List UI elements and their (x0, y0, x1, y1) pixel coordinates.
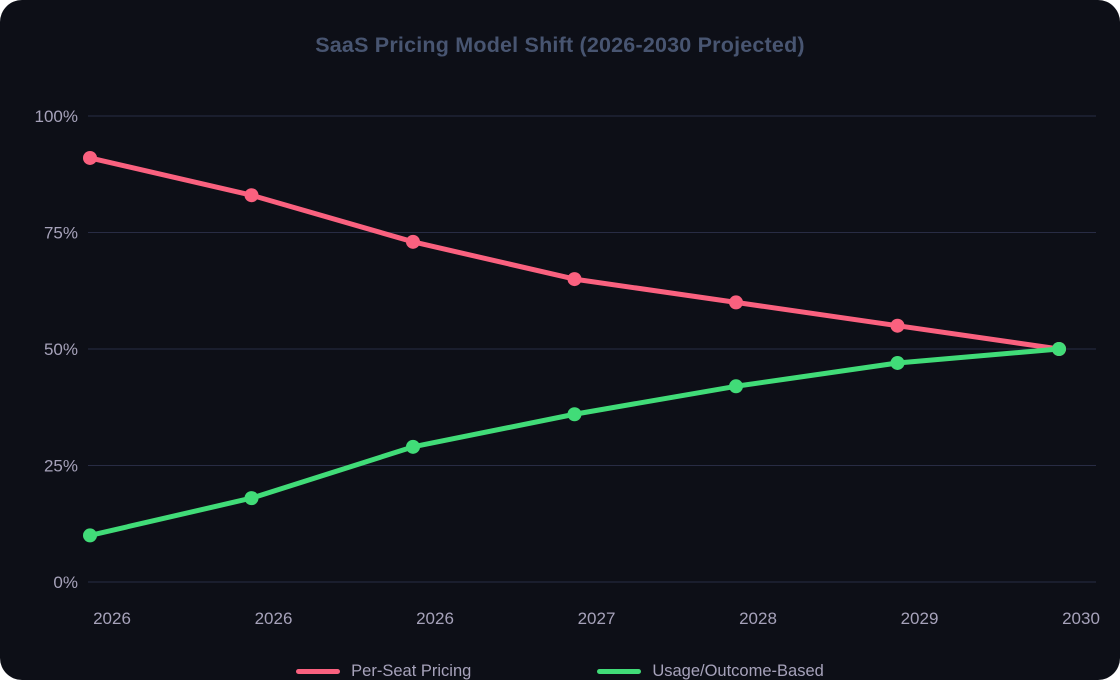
series-line (87, 346, 1062, 538)
data-point[interactable] (890, 355, 905, 370)
data-point[interactable] (890, 318, 905, 333)
data-point[interactable] (567, 272, 582, 287)
data-point[interactable] (83, 150, 97, 165)
legend-swatch-icon (296, 668, 341, 674)
x-axis-tick-label: 2027 (578, 609, 616, 628)
x-axis-tick-label: 2026 (93, 609, 131, 628)
y-axis-tick-label: 25% (44, 457, 78, 476)
y-axis-tick-label: 100% (35, 107, 78, 126)
x-axis-tick-label: 2026 (255, 609, 293, 628)
legend-swatch-icon (597, 668, 642, 674)
x-axis-tick-label: 2030 (1062, 609, 1100, 628)
data-point[interactable] (244, 188, 259, 203)
data-point[interactable] (406, 439, 420, 454)
data-point[interactable] (1052, 342, 1066, 356)
data-point[interactable] (729, 379, 743, 394)
data-point[interactable] (83, 528, 97, 543)
data-point[interactable] (567, 407, 582, 422)
legend-item[interactable]: Per-Seat Pricing (296, 652, 471, 680)
chart-title: SaaS Pricing Model Shift (2026-2030 Proj… (315, 33, 805, 57)
legend-item[interactable]: Usage/Outcome-Based (597, 652, 824, 680)
data-point[interactable] (244, 491, 259, 506)
x-axis-tick-label: 2026 (416, 609, 454, 628)
data-point[interactable] (729, 295, 743, 310)
legend-label: Usage/Outcome-Based (652, 661, 824, 680)
series-line (87, 155, 1062, 352)
data-point[interactable] (406, 234, 420, 249)
y-axis-tick-label: 50% (44, 340, 78, 359)
x-axis-tick-label: 2029 (901, 609, 939, 628)
chart-legend: Per-Seat Pricing Usage/Outcome-Based (0, 652, 1120, 680)
x-axis-tick-label: 2028 (739, 609, 777, 628)
legend-label: Per-Seat Pricing (351, 661, 472, 680)
y-axis-tick-label: 75% (44, 224, 78, 243)
y-axis-tick-label: 0% (53, 573, 78, 592)
